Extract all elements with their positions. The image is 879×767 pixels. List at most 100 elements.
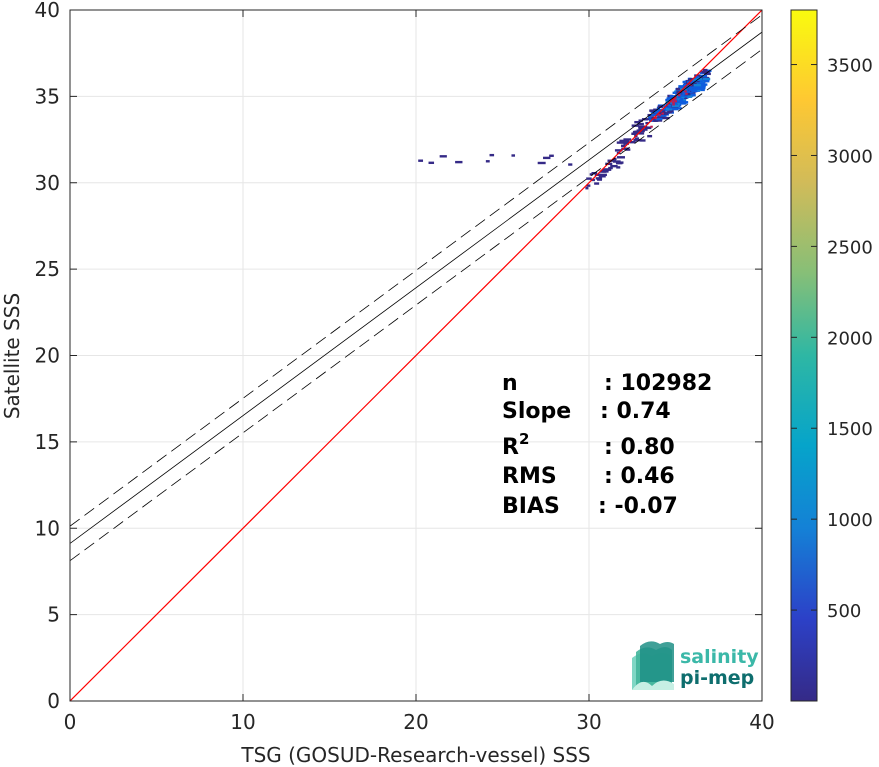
density-point-high	[654, 117, 658, 120]
y-tick-label: 15	[35, 430, 60, 454]
density-point	[606, 168, 612, 171]
density-point	[689, 93, 695, 96]
density-point	[651, 116, 655, 119]
density-point	[619, 139, 628, 143]
density-point	[648, 117, 652, 120]
density-point	[589, 173, 593, 176]
colorbar-tick-label: 2500	[827, 237, 873, 258]
density-point	[679, 94, 688, 97]
density-point	[656, 109, 663, 112]
stat-label: RMS	[502, 464, 557, 489]
density-point	[489, 153, 495, 157]
density-point	[694, 88, 702, 92]
density-point	[621, 144, 626, 147]
density-point	[599, 170, 607, 173]
stat-label: Slope	[502, 399, 571, 424]
density-point	[568, 163, 573, 166]
density-point-high	[674, 97, 677, 100]
density-point	[611, 159, 616, 162]
density-point	[680, 95, 685, 99]
density-point	[696, 79, 704, 82]
density-point	[637, 122, 644, 126]
density-point	[657, 105, 664, 108]
density-point	[428, 161, 435, 165]
density-point	[659, 114, 667, 117]
x-axis-label: TSG (GOSUD-Research-vessel) SSS	[240, 743, 590, 767]
y-tick-label: 10	[35, 516, 60, 540]
density-point	[659, 110, 666, 113]
y-axis-label: Satellite SSS	[0, 293, 24, 419]
density-point	[614, 149, 623, 152]
stat-value: : 0.74	[600, 399, 671, 424]
density-point	[678, 89, 687, 92]
density-point	[657, 116, 665, 119]
colorbar	[790, 9, 818, 702]
density-point	[655, 119, 663, 122]
density-point	[634, 137, 640, 140]
density-point	[703, 79, 710, 83]
density-point	[634, 132, 640, 135]
density-point	[678, 102, 687, 105]
density-point	[688, 89, 695, 93]
density-point	[665, 108, 673, 111]
density-point	[439, 155, 447, 158]
density-point	[641, 118, 649, 121]
colorbar-ticks: 500 1000 1500 2000 2500 3000 3500	[791, 56, 873, 622]
density-point	[608, 166, 613, 170]
density-point	[661, 116, 670, 120]
density-point-high	[661, 112, 664, 115]
density-point	[650, 109, 655, 112]
density-point	[696, 77, 703, 81]
x-tick-label: 40	[749, 710, 774, 734]
density-point	[684, 96, 688, 99]
density-point	[704, 72, 711, 76]
density-point	[678, 99, 684, 102]
stat-label: n	[502, 371, 518, 396]
density-point	[543, 156, 551, 160]
y-tick-label: 20	[35, 344, 60, 368]
density-point-high	[672, 98, 676, 101]
logo-line2: pi-mep	[680, 667, 754, 689]
density-point	[671, 107, 679, 111]
density-point	[703, 74, 708, 78]
density-point	[598, 175, 606, 178]
x-axis-ticks: 0 10 20 30 40	[64, 10, 775, 734]
density-point	[671, 104, 680, 108]
density-point	[586, 184, 591, 187]
density-point	[682, 92, 688, 95]
density-point	[696, 81, 700, 84]
density-point	[675, 100, 683, 104]
density-point-high	[672, 103, 675, 106]
density-point	[693, 83, 701, 87]
density-point	[623, 142, 630, 145]
x-tick-label: 20	[403, 710, 428, 734]
density-point	[680, 100, 687, 103]
stat-superscript: 2	[519, 430, 529, 448]
stat-value: : -0.07	[598, 494, 678, 519]
density-point	[597, 178, 603, 181]
density-point	[698, 80, 705, 84]
colorbar-tick-label: 1500	[827, 419, 873, 440]
density-point	[679, 86, 687, 89]
density-point	[650, 119, 659, 122]
density-point	[616, 141, 625, 144]
x-tick-label: 30	[576, 710, 601, 734]
logo-line1: salinity	[680, 646, 759, 668]
density-point	[667, 110, 672, 114]
density-point	[648, 116, 652, 119]
density-point	[673, 98, 681, 101]
density-point	[655, 117, 663, 121]
y-tick-label: 35	[35, 84, 60, 108]
density-point	[455, 160, 463, 164]
density-point	[677, 92, 681, 96]
density-point	[678, 85, 683, 89]
density-point	[610, 164, 618, 168]
density-point	[660, 108, 668, 112]
density-point	[693, 87, 701, 90]
fit-lines	[70, 10, 762, 701]
density-point	[669, 94, 674, 98]
stat-value: : 102982	[604, 371, 712, 396]
colorbar-tick-label: 2000	[827, 328, 873, 349]
density-point	[691, 79, 695, 82]
